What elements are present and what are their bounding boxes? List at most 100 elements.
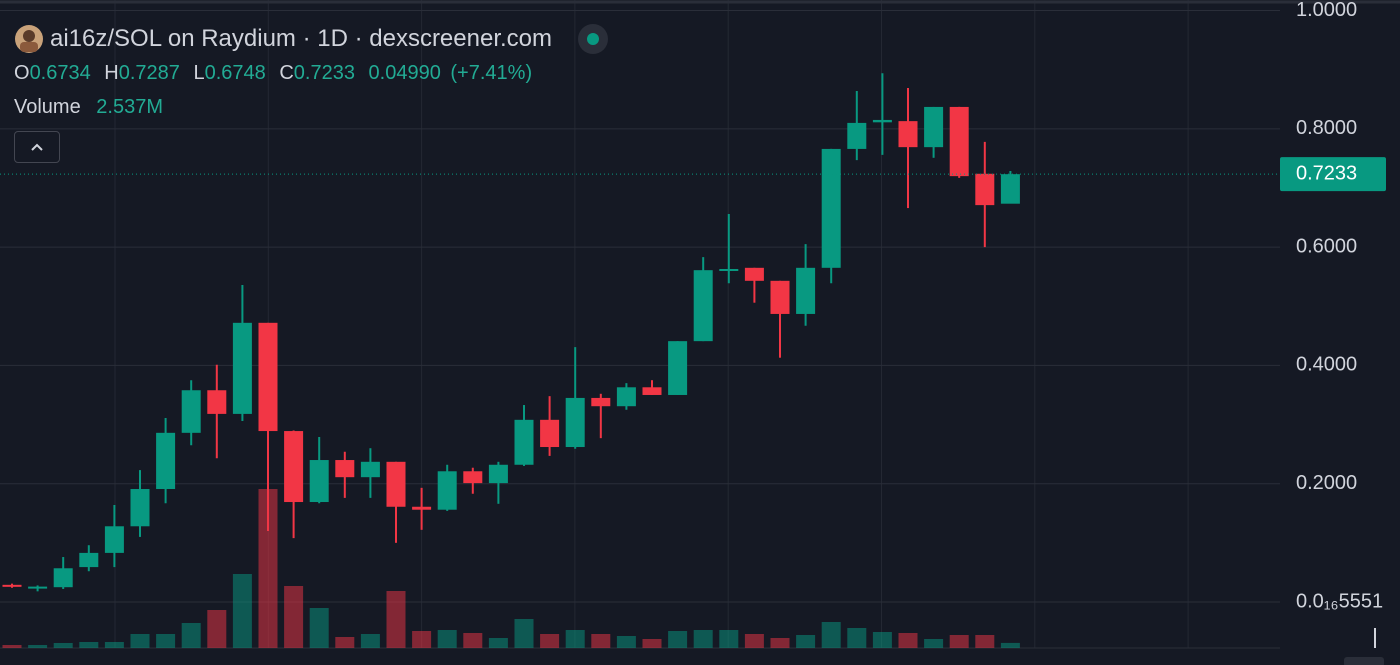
ohlc-value: 0.6734 — [29, 62, 91, 84]
candle-body — [924, 106, 944, 148]
ohlc-key: C — [279, 62, 294, 84]
candle-body — [796, 267, 816, 314]
volume-bar — [540, 634, 560, 648]
change-pct: (+7.41%) — [450, 62, 533, 84]
volume-bar — [719, 630, 739, 648]
candle-body — [181, 390, 201, 433]
ohlc-value: 0.7287 — [118, 62, 180, 84]
candle-body — [770, 280, 790, 314]
candle-body — [565, 397, 585, 448]
volume-bar — [949, 635, 969, 648]
candle-body — [744, 267, 764, 281]
candle-body — [872, 119, 892, 123]
candle-body — [386, 461, 406, 507]
candle-body — [258, 322, 278, 432]
volume-bar — [642, 639, 662, 648]
candle-body — [53, 568, 73, 588]
volume-bar — [872, 632, 892, 648]
volume-bar — [28, 645, 48, 648]
candle-body — [821, 148, 841, 268]
volume-bar — [437, 630, 457, 648]
volume-bar — [898, 633, 918, 648]
volume-bar — [284, 586, 304, 648]
candle-body — [232, 322, 252, 414]
candle-body — [719, 268, 739, 271]
candle-body — [412, 506, 432, 510]
volume-bar — [565, 630, 585, 648]
candle-body — [514, 419, 534, 465]
volume-bar — [130, 634, 150, 648]
volume-bar — [488, 638, 508, 648]
token-icon — [15, 25, 43, 53]
candle-body — [847, 122, 867, 149]
candle-body — [488, 464, 508, 484]
change: 0.04990 — [368, 62, 441, 84]
y-tick-label: 1.0000 — [1296, 0, 1357, 21]
y-tick-label: 0.2000 — [1296, 472, 1357, 494]
volume-bar — [309, 608, 329, 648]
ohlc-value: 0.6748 — [204, 62, 266, 84]
collapse-button[interactable] — [14, 131, 60, 163]
ohlc-key: L — [193, 62, 205, 84]
volume-bar — [360, 634, 380, 648]
scroll-handle — [1344, 657, 1384, 665]
volume-bar — [412, 631, 432, 648]
volume-bar — [616, 636, 636, 648]
volume-bar — [2, 645, 22, 648]
volume-bar — [668, 631, 688, 648]
candle-body — [207, 390, 227, 414]
candle-body — [130, 489, 150, 527]
volume-bar — [104, 642, 124, 648]
volume-bar — [693, 630, 713, 648]
volume-bar — [975, 635, 995, 648]
volume-bar — [207, 610, 227, 648]
volume-bar — [847, 628, 867, 648]
y-tick-label: 0.0₁₆5551 — [1296, 590, 1383, 612]
candle-body — [79, 552, 99, 568]
ohlc-key: H — [104, 62, 119, 84]
candle-body — [975, 173, 995, 206]
candle-body — [642, 387, 662, 395]
last-price-box — [1280, 157, 1386, 192]
volume-bar — [770, 638, 790, 648]
y-tick-label: 0.4000 — [1296, 354, 1357, 376]
candle-body — [156, 432, 176, 490]
ohlc-value: 0.7233 — [293, 62, 355, 84]
volume-bar — [156, 634, 176, 648]
volume-bar — [796, 635, 816, 648]
volume-key: Volume — [14, 96, 81, 118]
candle-body — [28, 586, 48, 589]
candle-body — [540, 419, 560, 448]
volume-bar — [821, 622, 841, 648]
candle-body — [104, 526, 124, 553]
last-price-label: 0.7233 — [1296, 162, 1357, 184]
candle-body — [591, 397, 611, 407]
y-tick-label: 0.6000 — [1296, 235, 1357, 257]
ohlc-key: O — [14, 62, 30, 84]
volume-bar — [386, 591, 406, 648]
ohlc-row: O0.6734 H0.7287 L0.6748 C0.7233 0.04990 … — [14, 62, 532, 85]
volume-bar — [79, 642, 99, 648]
pair-title: ai16z/SOL on Raydium · 1D · dexscreener.… — [50, 25, 552, 52]
candle-body — [309, 460, 329, 503]
volume-bar — [591, 634, 611, 648]
candle-body — [335, 460, 355, 478]
volume-row: Volume 2.537M — [14, 96, 163, 119]
volume-bar — [924, 639, 944, 648]
candle-body — [2, 584, 22, 587]
candle-body — [1000, 174, 1020, 204]
volume-bar — [232, 574, 252, 648]
candle-body — [437, 471, 457, 510]
candle-body — [284, 431, 304, 503]
volume-bar — [181, 623, 201, 648]
candle-body — [949, 106, 969, 177]
candle-body — [693, 270, 713, 342]
candle-body — [668, 341, 688, 395]
volume-bar — [514, 619, 534, 648]
volume-value: 2.537M — [96, 96, 163, 118]
candle-body — [898, 121, 918, 148]
volume-bar — [463, 633, 483, 648]
candle-body — [360, 461, 380, 478]
